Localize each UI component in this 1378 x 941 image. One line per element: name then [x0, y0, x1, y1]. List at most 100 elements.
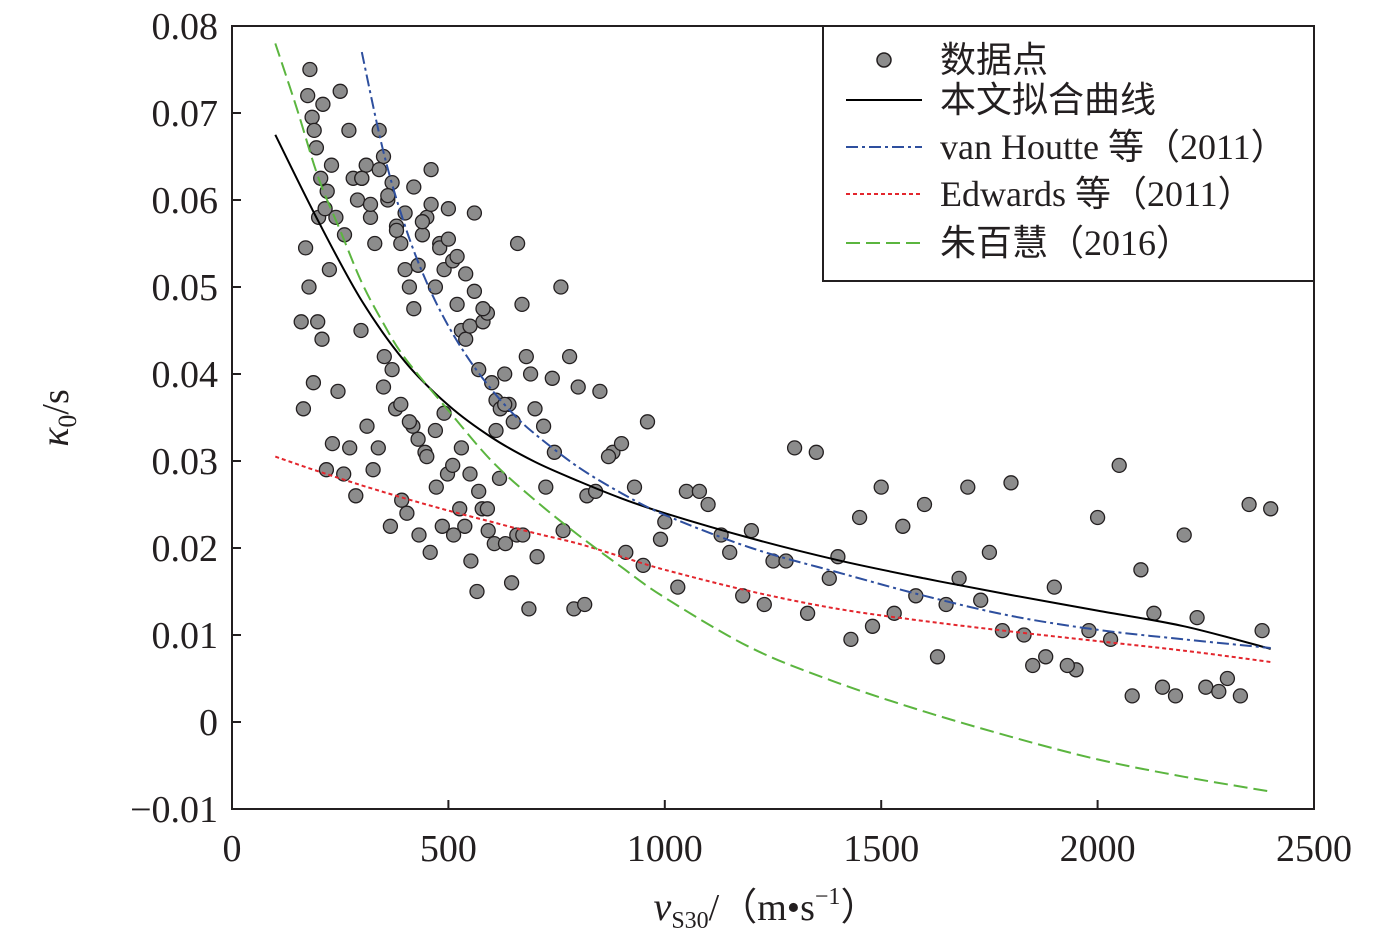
- data-point: [401, 414, 418, 430]
- data-point: [362, 196, 379, 213]
- data-point: [808, 444, 824, 460]
- data-point: [1154, 679, 1171, 695]
- data-point: [371, 161, 387, 178]
- plot-frame: [231, 25, 1315, 810]
- data-points: [293, 61, 1279, 704]
- data-point: [336, 466, 352, 482]
- data-point: [509, 235, 526, 252]
- data-point: [469, 583, 485, 600]
- data-point: [330, 383, 346, 400]
- data-point: [938, 596, 954, 613]
- data-point: [600, 448, 617, 465]
- data-point: [362, 209, 379, 226]
- data-point: [423, 196, 439, 213]
- data-point: [1059, 657, 1075, 674]
- data-point: [1046, 579, 1062, 595]
- fit-curve: [274, 134, 1271, 650]
- data-point: [873, 479, 889, 495]
- data-point: [497, 535, 514, 552]
- data-point: [908, 588, 924, 604]
- data-point: [515, 527, 531, 543]
- data-point: [535, 418, 552, 434]
- data-point: [960, 479, 976, 495]
- x-tick-label: 1500: [843, 828, 919, 870]
- data-point: [440, 201, 457, 217]
- data-point: [821, 570, 837, 587]
- data-point: [358, 157, 374, 173]
- y-axis-subscript: 0: [53, 415, 82, 428]
- data-point: [613, 435, 630, 452]
- data-point: [297, 240, 314, 256]
- data-point: [527, 401, 543, 417]
- data-point: [1241, 496, 1257, 513]
- y-tick-label: 0.03: [152, 441, 219, 483]
- data-point: [370, 440, 386, 456]
- legend: 数据点 本文拟合曲线 van Houtte 等（2011） Edwards 等（…: [822, 25, 1315, 282]
- data-point: [929, 649, 946, 665]
- y-axis-title: κ0/s: [32, 389, 82, 447]
- y-tick-label: 0.04: [152, 354, 219, 396]
- data-point: [1167, 688, 1184, 704]
- data-point: [639, 414, 656, 430]
- data-point: [1003, 475, 1019, 491]
- legend-box: [822, 25, 1315, 282]
- data-point: [1102, 631, 1119, 648]
- data-point: [393, 235, 409, 252]
- data-point: [514, 296, 530, 313]
- data-point: [314, 331, 330, 347]
- data-point: [440, 231, 457, 247]
- data-point: [522, 366, 539, 382]
- data-point: [1219, 670, 1236, 687]
- data-point: [1133, 562, 1149, 578]
- x-axis-symbol: v: [654, 884, 672, 929]
- data-point: [475, 301, 491, 317]
- data-point: [419, 448, 435, 465]
- legend-label-fit: 本文拟合曲线: [940, 80, 1156, 120]
- data-point: [843, 631, 859, 648]
- data-point: [592, 383, 608, 400]
- y-axis-symbol: κ: [32, 427, 77, 447]
- data-point: [895, 518, 911, 534]
- legend-label-zhu: 朱百慧（2016）: [940, 223, 1192, 263]
- data-point: [321, 261, 338, 278]
- data-point: [1232, 688, 1249, 704]
- data-point: [553, 279, 569, 295]
- data-point: [561, 348, 578, 365]
- data-point: [799, 605, 816, 621]
- data-point: [670, 579, 686, 595]
- data-point: [428, 479, 444, 495]
- data-point: [570, 379, 586, 395]
- data-point: [484, 375, 500, 391]
- data-point: [480, 522, 496, 539]
- data-point: [306, 122, 322, 139]
- data-point: [427, 422, 444, 439]
- data-point: [452, 501, 468, 517]
- data-point: [359, 418, 375, 434]
- data-point: [423, 161, 439, 178]
- data-point: [916, 496, 933, 513]
- data-point: [1089, 509, 1106, 526]
- data-point: [445, 527, 462, 543]
- data-point: [375, 379, 392, 395]
- data-point: [305, 375, 322, 391]
- data-point: [388, 222, 405, 239]
- data-point: [756, 596, 772, 613]
- data-point: [786, 440, 803, 456]
- data-point: [308, 140, 325, 156]
- data-point: [1146, 605, 1162, 621]
- data-point: [1038, 649, 1054, 665]
- data-point: [463, 553, 479, 569]
- data-point: [349, 192, 366, 208]
- data-point: [1025, 657, 1041, 674]
- data-point: [466, 205, 483, 221]
- x-axis-subscript: S30: [671, 908, 708, 934]
- x-axis-unit-suffix: ）: [840, 887, 878, 929]
- x-axis-title: vS30/（m•s−1）: [654, 884, 879, 934]
- data-point: [1081, 622, 1097, 639]
- data-point: [458, 266, 474, 282]
- data-point: [410, 431, 426, 447]
- data-point: [300, 87, 316, 104]
- data-point: [399, 505, 415, 521]
- legend-label-edwards: Edwards 等（2011）: [940, 174, 1254, 214]
- data-point: [354, 170, 370, 186]
